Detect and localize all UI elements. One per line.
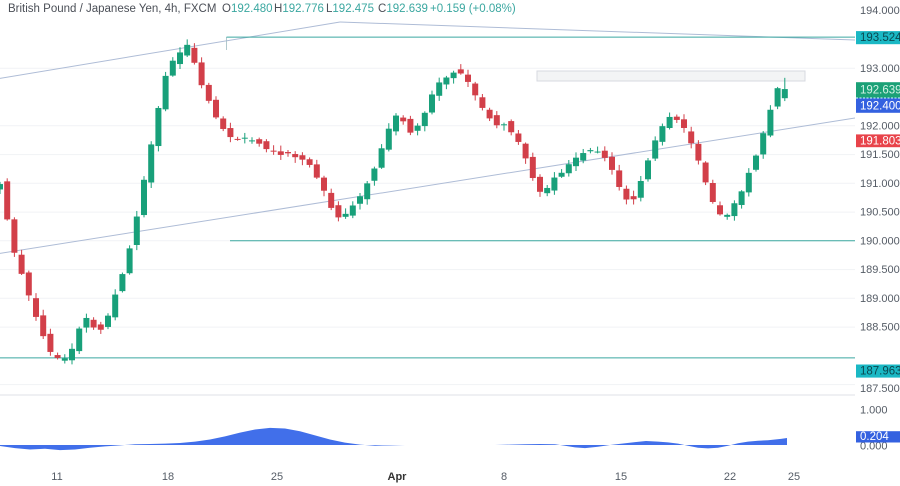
svg-text:L192.475: L192.475	[326, 3, 374, 15]
svg-text:18: 18	[162, 471, 174, 483]
svg-text:+0.159 (+0.08%): +0.159 (+0.08%)	[430, 3, 516, 15]
svg-text:192.400: 192.400	[860, 100, 900, 112]
svg-text:193.524: 193.524	[860, 32, 900, 44]
svg-text:192.000: 192.000	[860, 120, 900, 132]
svg-text:8: 8	[501, 471, 507, 483]
svg-text:0.204: 0.204	[860, 431, 889, 443]
svg-text:Apr: Apr	[388, 471, 408, 483]
svg-text:189.500: 189.500	[860, 264, 900, 276]
svg-text:191.000: 191.000	[860, 178, 900, 190]
svg-text:25: 25	[271, 471, 283, 483]
svg-text:22: 22	[724, 471, 736, 483]
svg-text:187.500: 187.500	[860, 383, 900, 395]
svg-text:194.000: 194.000	[860, 5, 900, 17]
svg-text:191.803: 191.803	[860, 135, 900, 147]
svg-text:189.000: 189.000	[860, 293, 900, 305]
svg-text:191.500: 191.500	[860, 149, 900, 161]
svg-text:15: 15	[615, 471, 627, 483]
svg-text:193.000: 193.000	[860, 63, 900, 75]
svg-text:British Pound / Japanese Yen,: British Pound / Japanese Yen, 4h, FXCM	[8, 3, 216, 15]
svg-text:25: 25	[788, 471, 800, 483]
svg-text:1.000: 1.000	[860, 405, 888, 417]
svg-text:190.000: 190.000	[860, 235, 900, 247]
svg-text:11: 11	[51, 471, 62, 483]
svg-text:H192.776: H192.776	[274, 3, 324, 15]
svg-text:187.963: 187.963	[860, 365, 900, 377]
svg-text:192.639: 192.639	[860, 85, 900, 97]
svg-text:190.500: 190.500	[860, 207, 900, 219]
svg-text:O192.480: O192.480	[222, 3, 273, 15]
svg-text:188.500: 188.500	[860, 322, 900, 334]
svg-text:C192.639: C192.639	[378, 3, 428, 15]
